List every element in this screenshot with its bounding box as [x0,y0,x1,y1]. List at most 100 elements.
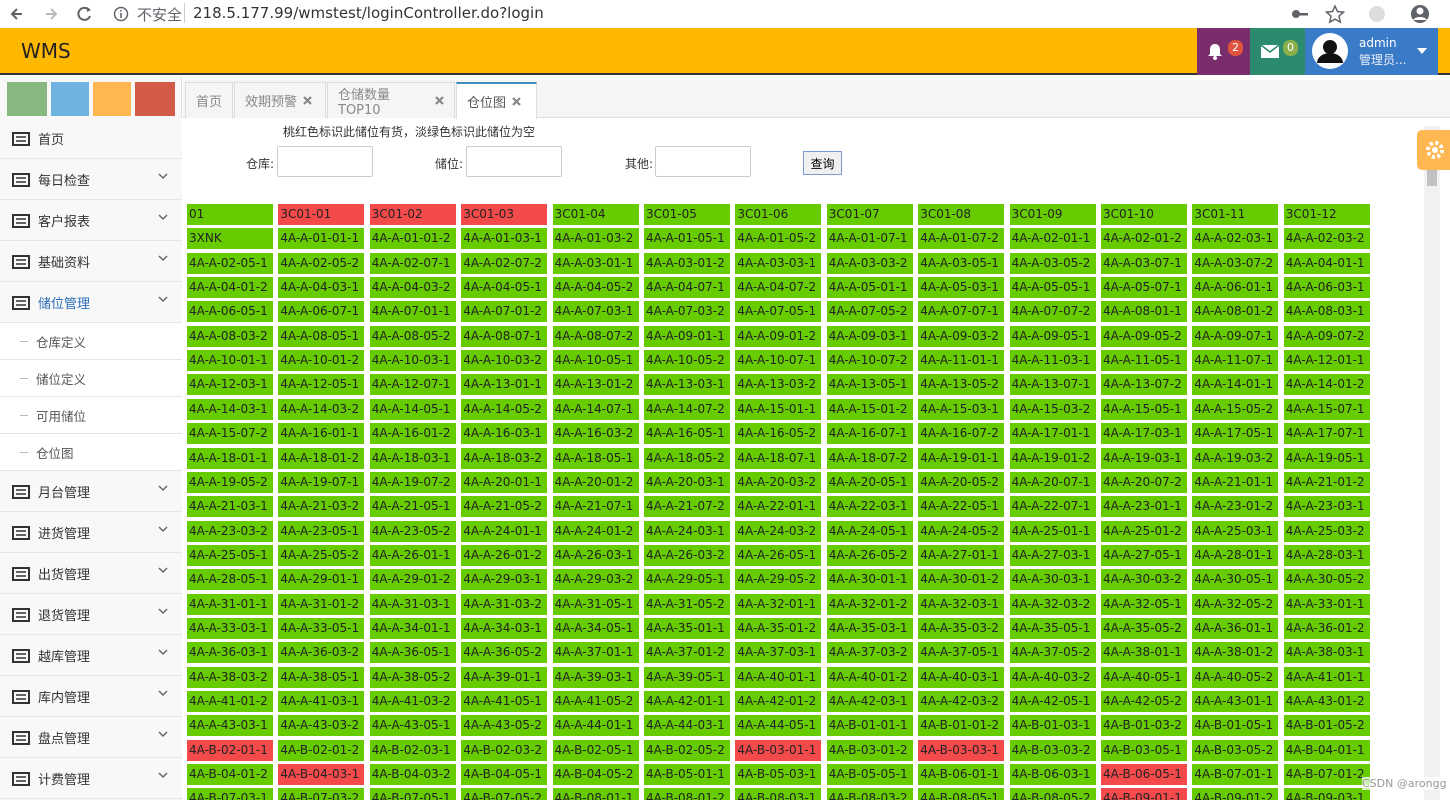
location-cell[interactable]: 4A-A-30-05-2 [1283,569,1370,591]
location-cell[interactable]: 4A-B-08-05-1 [918,788,1005,800]
location-cell[interactable]: 4A-A-15-05-1 [1101,398,1187,420]
location-cell[interactable]: 4A-A-36-03-2 [278,642,365,664]
location-cell[interactable]: 4A-A-38-05-1 [278,666,365,688]
location-cell[interactable]: 4A-A-26-03-1 [552,544,639,566]
location-cell[interactable]: 4A-A-12-03-1 [187,374,273,396]
location-cell[interactable]: 4A-A-10-07-1 [735,350,822,372]
location-cell[interactable]: 4A-A-07-03-2 [644,301,730,323]
location-cell[interactable]: 4A-B-02-03-2 [461,739,548,761]
location-cell[interactable]: 4A-A-06-05-1 [187,301,273,323]
location-cell[interactable]: 3C01-08 [918,204,1005,225]
location-cell[interactable]: 4A-A-37-03-1 [735,642,822,664]
location-cell[interactable]: 4A-A-15-03-2 [1009,398,1096,420]
location-cell[interactable]: 4A-A-38-01-2 [1192,642,1279,664]
location-cell[interactable]: 4A-B-03-01-1 [735,739,822,761]
location-cell[interactable]: 4A-A-25-05-2 [278,544,365,566]
location-cell[interactable]: 4A-A-05-07-1 [1101,277,1187,299]
location-cell[interactable]: 4A-A-36-05-2 [461,642,548,664]
location-cell[interactable]: 4A-A-16-05-2 [735,423,822,445]
location-cell[interactable]: 4A-A-20-05-2 [918,471,1005,493]
location-cell[interactable]: 3C01-09 [1009,204,1096,225]
menu-item[interactable]: 越库管理 [0,635,182,676]
location-cell[interactable]: 4A-A-16-05-1 [644,423,730,445]
location-cell[interactable]: 4A-A-11-03-1 [1009,350,1096,372]
location-cell[interactable]: 4A-A-17-05-1 [1192,423,1279,445]
menu-item[interactable]: 储位管理 [0,282,182,323]
location-cell[interactable]: 3C01-07 [826,204,913,225]
location-cell[interactable]: 4A-A-21-05-1 [369,496,456,518]
menu-item[interactable]: 基础资料 [0,241,182,282]
location-cell[interactable]: 4A-A-40-01-1 [735,666,822,688]
location-cell[interactable]: 4A-A-35-03-1 [826,617,913,639]
location-cell[interactable]: 4A-B-06-05-1 [1101,764,1187,786]
location-cell[interactable]: 4A-A-33-05-1 [278,617,365,639]
location-cell[interactable]: 4A-A-18-05-1 [552,447,639,469]
location-cell[interactable]: 4A-B-03-05-2 [1192,739,1279,761]
location-cell[interactable]: 4A-B-07-01-1 [1192,764,1279,786]
tab-close[interactable] [435,96,444,105]
location-cell[interactable]: 4A-B-09-03-1 [1283,788,1370,800]
other-input[interactable] [655,146,751,177]
location-cell[interactable]: 4A-A-15-01-1 [735,398,822,420]
location-cell[interactable]: 4A-A-40-05-2 [1192,666,1279,688]
location-cell[interactable]: 4A-A-31-05-1 [552,593,639,615]
location-cell[interactable]: 4A-A-07-01-1 [369,301,456,323]
location-cell[interactable]: 4A-B-07-01-2 [1283,764,1370,786]
location-cell[interactable]: 4A-A-29-03-2 [552,569,639,591]
location-cell[interactable]: 4A-A-14-07-2 [644,398,730,420]
location-cell[interactable]: 4A-A-21-05-2 [461,496,548,518]
location-cell[interactable]: 4A-A-19-01-1 [918,447,1005,469]
tab[interactable]: 仓储数量TOP10 [327,82,455,118]
location-cell[interactable]: 4A-A-02-01-1 [1009,228,1096,250]
location-cell[interactable]: 4A-A-16-01-1 [278,423,365,445]
location-cell[interactable]: 4A-A-24-01-2 [552,520,639,542]
location-cell[interactable]: 4A-B-09-01-1 [1101,788,1187,800]
location-cell[interactable]: 4A-A-20-01-1 [461,471,548,493]
location-cell[interactable]: 4A-A-21-01-1 [1192,471,1279,493]
location-cell[interactable]: 4A-A-03-05-1 [918,252,1005,274]
location-cell[interactable]: 4A-A-24-05-1 [826,520,913,542]
location-cell[interactable]: 4A-A-21-01-2 [1283,471,1370,493]
search-button[interactable]: 查询 [803,151,842,175]
location-cell[interactable]: 4A-A-04-03-1 [278,277,365,299]
location-cell[interactable]: 4A-A-19-03-2 [1192,447,1279,469]
shortcut-button[interactable] [51,82,89,116]
location-cell[interactable]: 4A-A-32-05-1 [1101,593,1187,615]
location-cell[interactable]: 4A-A-38-03-1 [1283,642,1370,664]
location-cell[interactable]: 4A-A-14-07-1 [552,398,639,420]
location-cell[interactable]: 4A-A-42-01-2 [735,691,822,712]
location-cell[interactable]: 4A-A-12-07-1 [369,374,456,396]
location-cell[interactable]: 4A-A-02-07-1 [369,252,456,274]
location-cell[interactable]: 4A-A-02-01-2 [1101,228,1187,250]
location-cell[interactable]: 4A-A-20-03-1 [644,471,730,493]
tab[interactable]: 效期预警 [234,82,326,118]
location-cell[interactable]: 4A-A-44-05-1 [735,715,822,737]
location-cell[interactable]: 4A-A-31-01-2 [278,593,365,615]
location-cell[interactable]: 4A-A-24-03-1 [644,520,730,542]
location-cell[interactable]: 4A-A-35-01-2 [735,617,822,639]
location-cell[interactable]: 4A-A-43-01-2 [1283,691,1370,712]
location-cell[interactable]: 4A-A-08-07-1 [461,325,548,347]
location-cell[interactable]: 4A-A-40-03-1 [918,666,1005,688]
location-cell[interactable]: 4A-A-42-01-1 [644,691,730,712]
location-cell[interactable]: 4A-A-18-03-1 [369,447,456,469]
location-cell[interactable]: 4A-A-23-01-2 [1192,496,1279,518]
location-cell[interactable]: 4A-A-01-05-2 [735,228,822,250]
location-cell[interactable]: 4A-A-43-03-1 [187,715,273,737]
location-cell[interactable]: 4A-B-04-01-2 [187,764,273,786]
location-cell[interactable]: 4A-A-22-05-1 [918,496,1005,518]
location-cell[interactable]: 4A-A-16-03-2 [552,423,639,445]
location-cell[interactable]: 4A-A-19-01-2 [1009,447,1096,469]
location-cell[interactable]: 4A-A-23-05-1 [278,520,365,542]
location-cell[interactable]: 4A-A-17-03-1 [1101,423,1187,445]
location-cell[interactable]: 4A-A-29-03-1 [461,569,548,591]
location-cell[interactable]: 4A-A-25-01-2 [1101,520,1187,542]
location-cell[interactable]: 4A-A-32-01-1 [735,593,822,615]
location-cell[interactable]: 4A-B-04-05-2 [552,764,639,786]
location-cell[interactable]: 3C01-02 [369,204,456,225]
location-cell[interactable]: 4A-A-24-03-2 [735,520,822,542]
location-cell[interactable]: 4A-A-39-01-1 [461,666,548,688]
location-cell[interactable]: 4A-A-08-05-1 [278,325,365,347]
location-cell[interactable]: 4A-A-18-05-2 [644,447,730,469]
location-cell[interactable]: 4A-A-30-03-1 [1009,569,1096,591]
